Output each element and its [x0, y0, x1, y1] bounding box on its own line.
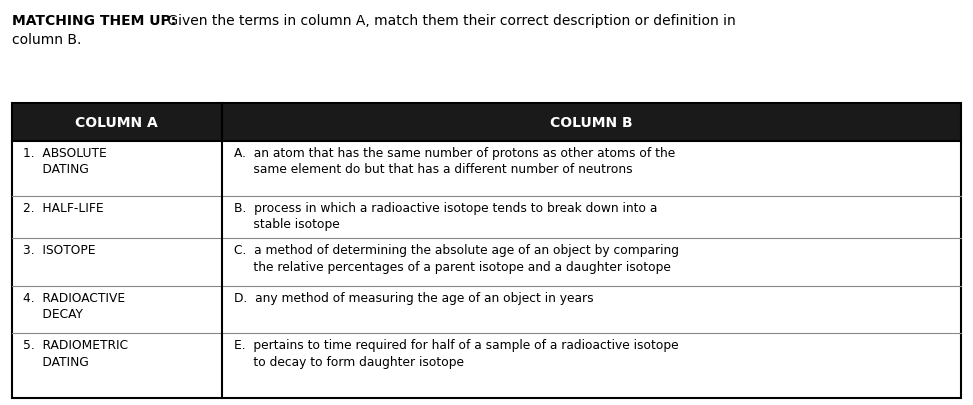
- Text: COLUMN B: COLUMN B: [551, 115, 632, 129]
- Text: column B.: column B.: [12, 33, 81, 47]
- Text: 2.  HALF-LIFE: 2. HALF-LIFE: [23, 201, 104, 215]
- Text: E.  pertains to time required for half of a sample of a radioactive isotope
    : E. pertains to time required for half of…: [234, 339, 678, 368]
- Text: D.  any method of measuring the age of an object in years: D. any method of measuring the age of an…: [234, 291, 594, 304]
- Text: A.  an atom that has the same number of protons as other atoms of the
     same : A. an atom that has the same number of p…: [234, 147, 674, 176]
- Text: 3.  ISOTOPE: 3. ISOTOPE: [23, 244, 96, 257]
- Text: 1.  ABSOLUTE
     DATING: 1. ABSOLUTE DATING: [23, 147, 107, 176]
- Text: Given the terms in column A, match them their correct description or definition : Given the terms in column A, match them …: [163, 14, 737, 28]
- Text: B.  process in which a radioactive isotope tends to break down into a
     stabl: B. process in which a radioactive isotop…: [234, 201, 657, 231]
- Text: C.  a method of determining the absolute age of an object by comparing
     the : C. a method of determining the absolute …: [234, 244, 678, 273]
- Text: 4.  RADIOACTIVE
     DECAY: 4. RADIOACTIVE DECAY: [23, 291, 126, 321]
- Text: COLUMN A: COLUMN A: [75, 115, 159, 129]
- Bar: [12, 103, 961, 398]
- Bar: [12, 103, 961, 142]
- Text: MATCHING THEM UP:: MATCHING THEM UP:: [12, 14, 176, 28]
- Text: 5.  RADIOMETRIC
     DATING: 5. RADIOMETRIC DATING: [23, 339, 128, 368]
